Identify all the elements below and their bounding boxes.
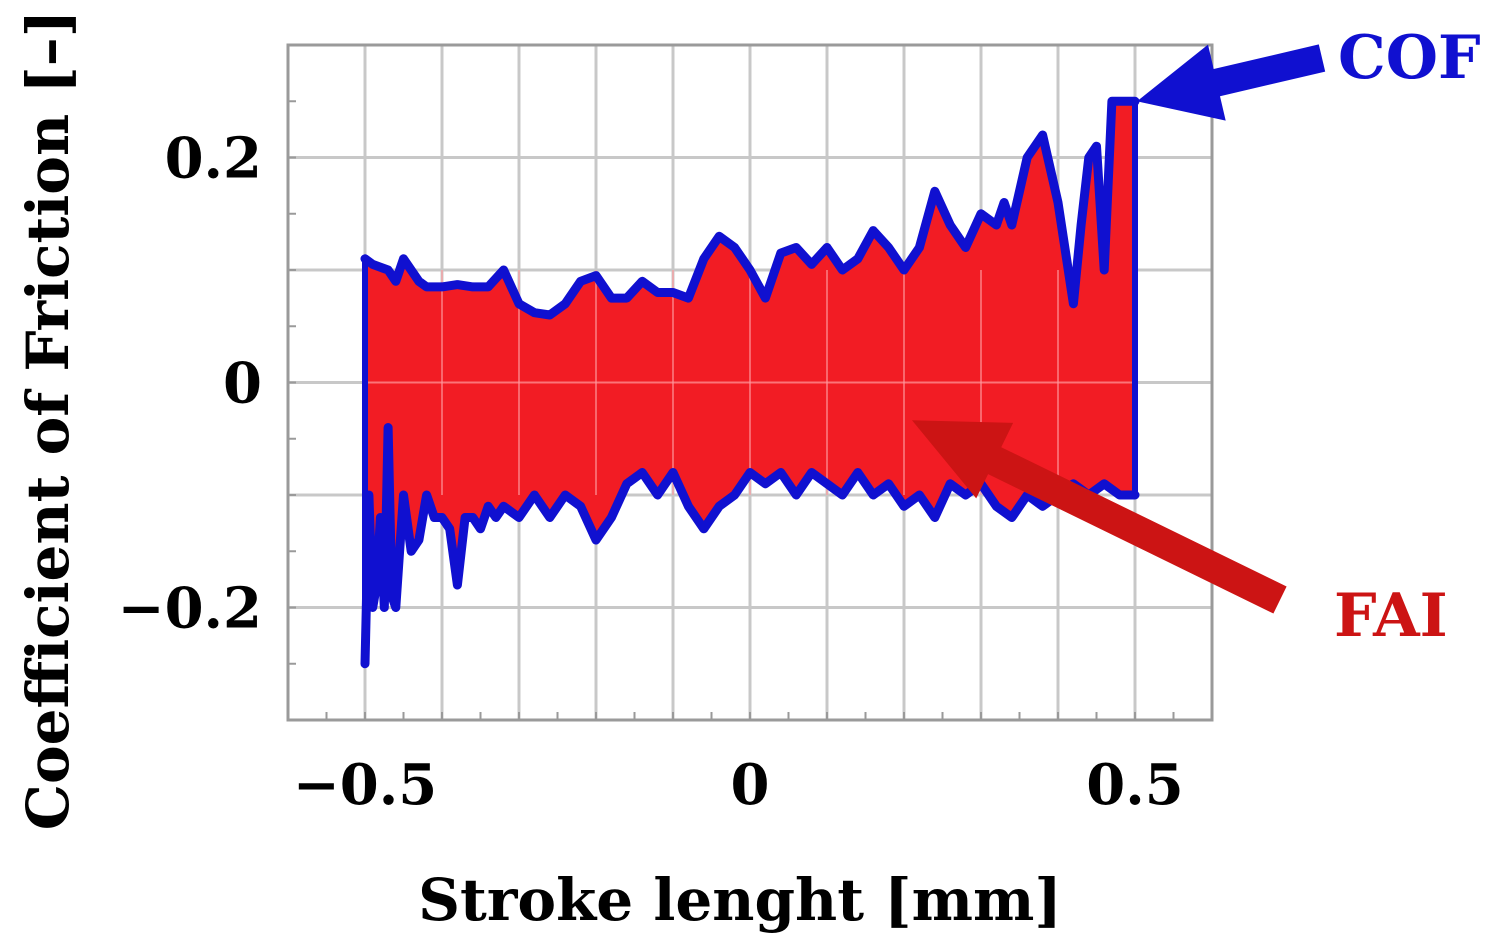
cof-arrow [1137, 44, 1326, 121]
annotations: COF FAI [912, 23, 1481, 651]
x-tick-label: −0.5 [293, 752, 437, 818]
y-tick-label: 0 [223, 351, 262, 417]
x-tick-label: 0.5 [1086, 752, 1183, 818]
x-tick-label: 0 [731, 752, 770, 818]
fai-area [364, 101, 1136, 664]
cof-upper-line [360, 96, 1140, 320]
plot-frame [286, 43, 1214, 722]
x-axis-label: Stroke lenght [mm] [418, 866, 1062, 934]
fai-arrow [912, 420, 1287, 614]
y-tick-label: 0.2 [165, 126, 262, 192]
cof-annotation-label: COF [1338, 23, 1481, 93]
plot-border [286, 43, 1214, 722]
x-axis-ticks: −0.5 0 0.5 [293, 752, 1184, 818]
y-tick-label: −0.2 [118, 576, 262, 642]
fai-annotation-label: FAI [1334, 581, 1448, 651]
y-axis-ticks: 0.2 0 −0.2 [118, 126, 262, 642]
y-axis-label: Coefficient of Friction [–] [14, 10, 82, 830]
